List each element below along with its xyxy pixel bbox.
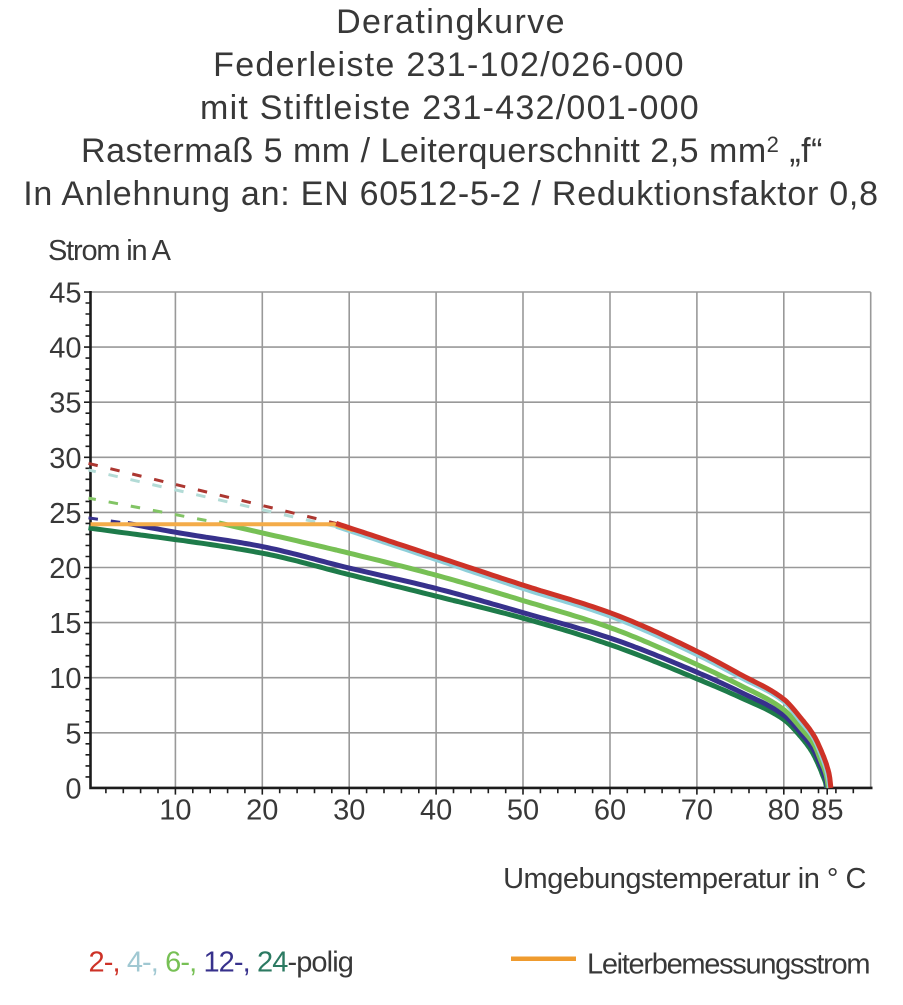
- svg-text:30: 30: [333, 795, 365, 827]
- svg-text:10: 10: [49, 663, 81, 695]
- svg-text:40: 40: [49, 333, 81, 365]
- svg-text:40: 40: [420, 795, 452, 827]
- svg-text:20: 20: [49, 553, 81, 585]
- svg-text:Deratingkurve: Deratingkurve: [336, 3, 566, 41]
- svg-text:2-, 4-, 6-, 12-, 24-polig: 2-, 4-, 6-, 12-, 24-polig: [89, 947, 353, 979]
- svg-text:85: 85: [811, 795, 843, 827]
- svg-text:50: 50: [507, 795, 539, 827]
- svg-text:In Anlehnung an: EN 60512-5-2: In Anlehnung an: EN 60512-5-2 / Reduktio…: [23, 175, 879, 213]
- svg-text:30: 30: [49, 443, 81, 475]
- svg-text:Umgebungstemperatur in ° C: Umgebungstemperatur in ° C: [503, 863, 866, 895]
- svg-text:mit Stiftleiste 231-432/001-00: mit Stiftleiste 231-432/001-000: [200, 89, 700, 127]
- svg-text:0: 0: [65, 773, 81, 805]
- svg-text:70: 70: [681, 795, 713, 827]
- svg-text:45: 45: [49, 278, 81, 310]
- svg-text:80: 80: [768, 795, 800, 827]
- svg-text:15: 15: [49, 608, 81, 640]
- svg-text:60: 60: [594, 795, 626, 827]
- svg-text:20: 20: [246, 795, 278, 827]
- svg-text:Strom in A: Strom in A: [48, 235, 172, 267]
- svg-text:Federleiste 231-102/026-000: Federleiste 231-102/026-000: [213, 46, 685, 84]
- svg-text:10: 10: [159, 795, 191, 827]
- svg-text:Rastermaß 5 mm / Leiterquersch: Rastermaß 5 mm / Leiterquerschnitt 2,5 m…: [81, 132, 823, 170]
- svg-text:35: 35: [49, 388, 81, 420]
- svg-text:5: 5: [65, 718, 81, 750]
- svg-text:Leiterbemessungsstrom: Leiterbemessungsstrom: [587, 949, 869, 981]
- svg-text:25: 25: [49, 498, 81, 530]
